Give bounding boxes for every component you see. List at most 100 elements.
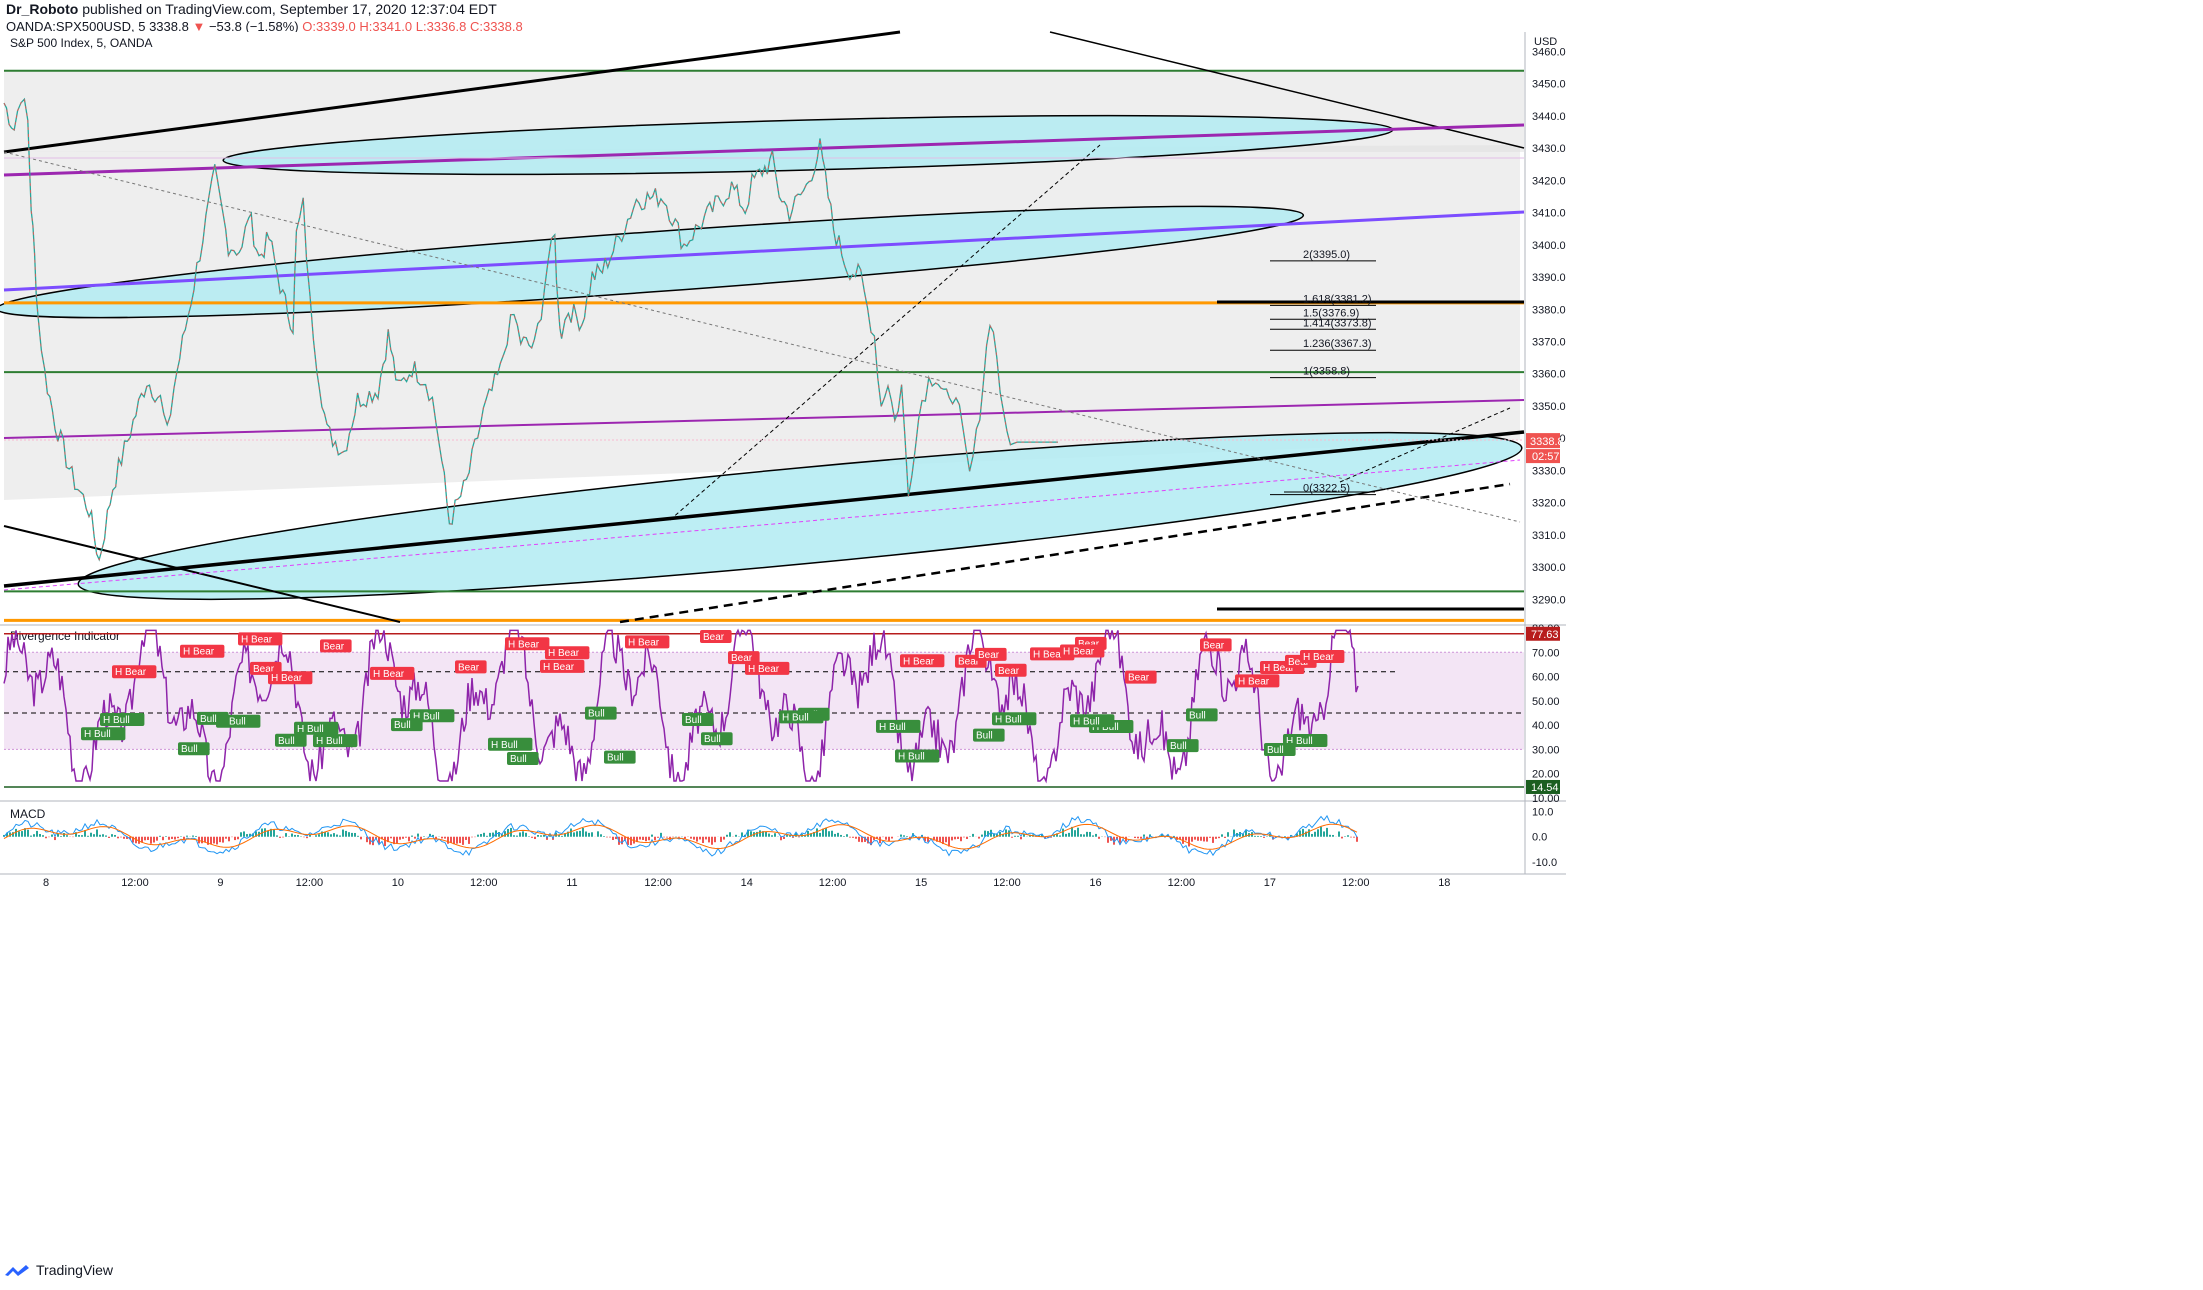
divergence-label-bear bbox=[1200, 638, 1232, 652]
divergence-label-bull bbox=[973, 728, 1005, 742]
div-lower-value: 14.54 bbox=[1531, 782, 1559, 794]
divergence-label-text: H Bull bbox=[879, 722, 906, 733]
divergence-label-text: Bull bbox=[704, 734, 721, 745]
divergence-label-text: H Bull bbox=[103, 715, 130, 726]
channel-ellipse-bottom bbox=[77, 431, 1523, 601]
divergence-label-text: Bull bbox=[1267, 745, 1284, 756]
divergence-label-bull bbox=[1264, 743, 1296, 757]
divergence-label-bull bbox=[1186, 708, 1218, 722]
divergence-label-bear bbox=[900, 654, 945, 668]
fib-level-label: 1(3358.8) bbox=[1303, 366, 1350, 378]
divergence-label-text: H Bear bbox=[548, 648, 580, 659]
divergence-label-text: Bear bbox=[1203, 640, 1225, 651]
trendline-upper bbox=[3, 30, 901, 154]
divergence-oscillator bbox=[3, 628, 1359, 784]
price-candles-down bbox=[3, 98, 1058, 561]
divergence-label-text: H Bear bbox=[115, 667, 147, 678]
divergence-label-text: Bull bbox=[976, 731, 993, 742]
divergence-label-bull bbox=[197, 711, 229, 725]
low-value: L:3336.8 bbox=[415, 19, 467, 34]
divergence-label-text: H Bear bbox=[183, 647, 215, 658]
trendline-support bbox=[3, 430, 1525, 588]
time-tick-label: 12:00 bbox=[121, 877, 149, 889]
divergence-label-bear bbox=[975, 647, 1007, 661]
trendline-down-left bbox=[3, 525, 401, 623]
divergence-label-text: Bear bbox=[731, 653, 753, 664]
price-tick-label: 3360.0 bbox=[1532, 369, 1566, 381]
divergence-label-bear bbox=[268, 671, 313, 685]
fib-level-label: 2(3395.0) bbox=[1303, 249, 1350, 261]
price-tick-label: 3440.0 bbox=[1532, 111, 1566, 123]
divergence-label-bear bbox=[700, 630, 732, 644]
price-tick-label: 3460.0 bbox=[1532, 46, 1566, 58]
divergence-label-bull bbox=[992, 712, 1037, 726]
price-tick-label: 3300.0 bbox=[1532, 562, 1566, 574]
divergence-label-bull bbox=[507, 751, 539, 765]
publisher-line: Dr_Roboto published on TradingView.com, … bbox=[6, 1, 497, 17]
price-tick-label: 3310.0 bbox=[1532, 530, 1566, 542]
divergence-label-bear bbox=[455, 660, 487, 674]
divergence-label-bull bbox=[701, 732, 733, 746]
divergence-label-bear bbox=[995, 663, 1027, 677]
divergence-label-text: H Bear bbox=[628, 637, 660, 648]
divergence-label-text: H Bear bbox=[271, 673, 303, 684]
divergence-label-text: Bull bbox=[394, 720, 411, 731]
div-tick-label: 50.00 bbox=[1532, 696, 1560, 708]
divergence-label-text: Bear bbox=[703, 632, 725, 643]
time-tick-label: 12:00 bbox=[644, 877, 672, 889]
divergence-label-bear bbox=[370, 666, 415, 680]
time-tick-label: 9 bbox=[217, 877, 223, 889]
price-tick-label: 3290.0 bbox=[1532, 594, 1566, 606]
divergence-label-text: H Bull bbox=[898, 751, 925, 762]
time-tick-label: 11 bbox=[566, 877, 577, 889]
divergence-label-text: H Bear bbox=[1033, 649, 1065, 660]
divergence-label-bear bbox=[112, 665, 157, 679]
div-tick-label: 10.00 bbox=[1532, 793, 1560, 805]
divergence-label-bear bbox=[540, 659, 585, 673]
divergence-label-bull bbox=[682, 712, 714, 726]
divergence-label-text: H Bull bbox=[316, 736, 343, 747]
divergence-label-text: Bull bbox=[278, 736, 295, 747]
last-price: 3338.8 bbox=[149, 19, 189, 34]
divergence-label-text: Bull bbox=[510, 754, 527, 765]
divergence-label-bull bbox=[585, 706, 617, 720]
divergence-label-bull bbox=[604, 750, 636, 764]
time-tick-label: 12:00 bbox=[470, 877, 498, 889]
div-upper-value: 77.63 bbox=[1531, 629, 1559, 641]
fib-level-label: 0(3322.5) bbox=[1303, 483, 1350, 495]
time-tick-label: 12:00 bbox=[819, 877, 847, 889]
author-name[interactable]: Dr_Roboto bbox=[6, 1, 79, 17]
purple-line-mid bbox=[3, 210, 1525, 292]
countdown-tag bbox=[1526, 449, 1560, 464]
divergence-label-text: H Bear bbox=[1263, 663, 1295, 674]
divergence-label-text: Bull bbox=[181, 744, 198, 755]
divergence-label-bull bbox=[1167, 739, 1199, 753]
divergence-label-text: H Bull bbox=[491, 740, 518, 751]
divergence-label-bull bbox=[391, 718, 423, 732]
div-tick-label: 30.00 bbox=[1532, 744, 1560, 756]
time-tick-label: 15 bbox=[915, 877, 927, 889]
current-price-value: 3338.8 bbox=[1530, 436, 1564, 448]
div-upper-tag bbox=[1526, 626, 1560, 641]
time-tick-label: 10 bbox=[392, 877, 404, 889]
time-tick-label: 18 bbox=[1438, 877, 1450, 889]
divergence-label-text: H Bear bbox=[903, 656, 935, 667]
price-tick-label: 3350.0 bbox=[1532, 401, 1566, 413]
time-tick-label: 12:00 bbox=[993, 877, 1021, 889]
divergence-label-text: Bull bbox=[607, 753, 624, 764]
divergence-label-bear bbox=[505, 637, 550, 651]
time-tick-label: 12:00 bbox=[1168, 877, 1196, 889]
high-value: H:3341.0 bbox=[359, 19, 413, 34]
divergence-label-text: H Bear bbox=[508, 639, 540, 650]
brand-name[interactable]: TradingView bbox=[36, 1262, 114, 1278]
divergence-label-text: H Bear bbox=[373, 669, 405, 680]
time-tick-label: 17 bbox=[1264, 877, 1276, 889]
fib-level-label: 1.236(3367.3) bbox=[1303, 338, 1372, 350]
divergence-label-bear bbox=[1300, 650, 1345, 664]
div-tick-label: 60.00 bbox=[1532, 672, 1560, 684]
divergence-label-bull bbox=[313, 734, 358, 748]
purple-line-top bbox=[3, 123, 1525, 177]
dashed-decline bbox=[3, 151, 1521, 523]
divergence-label-text: H Bear bbox=[241, 634, 273, 645]
